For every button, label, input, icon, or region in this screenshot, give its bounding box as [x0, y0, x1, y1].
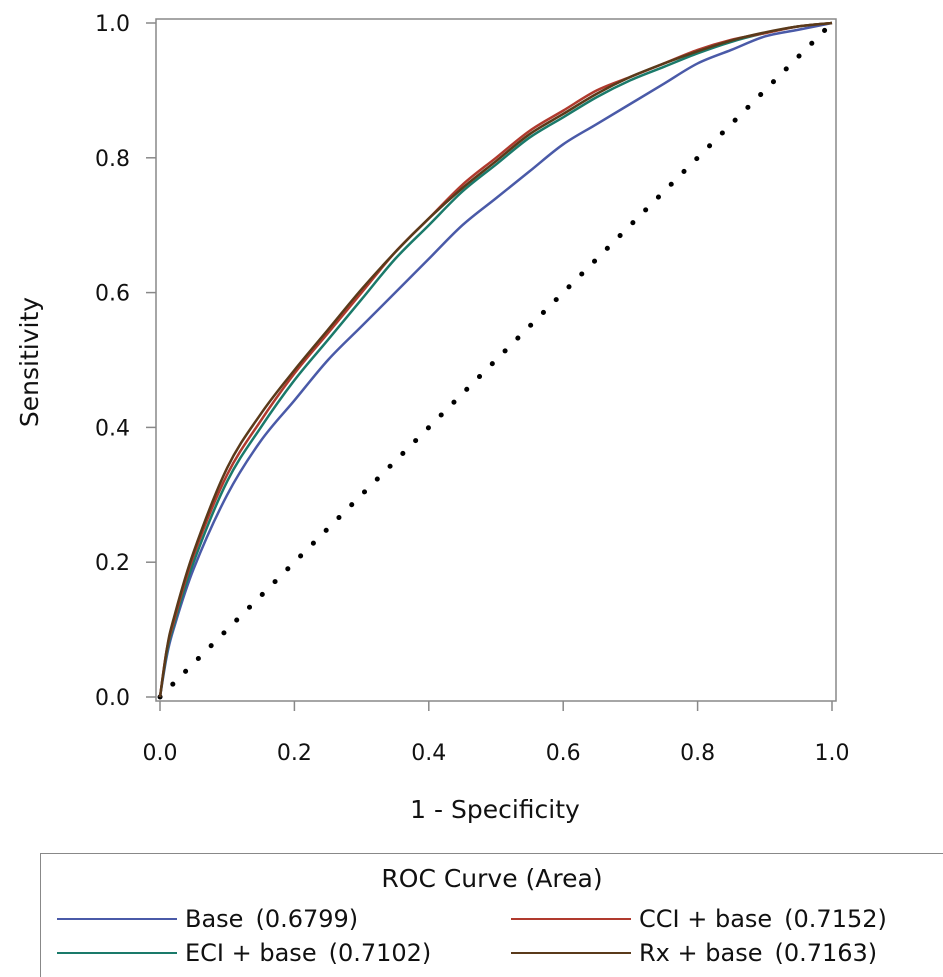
legend-area-base: (0.6799) — [255, 905, 359, 933]
legend-swatch-cci — [511, 918, 631, 920]
x-tick-label: 1.0 — [815, 741, 850, 766]
y-tick-label: 0.6 — [95, 282, 130, 307]
x-tick-label: 0.2 — [277, 741, 312, 766]
axes: 0.0 0.2 0.4 0.6 0.8 1.0 0.0 0.2 0.4 0.6 0.8 1.0 — [95, 12, 850, 766]
legend-label-rx: Rx + base — [639, 939, 763, 967]
legend-swatch-rx — [511, 952, 631, 954]
legend-label-eci: ECI + base — [185, 939, 317, 967]
y-tick-label: 0.4 — [95, 416, 130, 441]
y-tick-label: 0.0 — [95, 686, 130, 711]
legend-item-cci: CCI + base (0.7152) — [511, 904, 887, 934]
legend-item-base: Base (0.6799) — [57, 904, 358, 934]
y-tick-label: 0.8 — [95, 147, 130, 172]
legend-swatch-base — [57, 918, 177, 920]
x-tick-label: 0.8 — [680, 741, 715, 766]
legend-label-cci: CCI + base — [639, 905, 773, 933]
plot-frame — [155, 18, 837, 702]
legend-swatch-eci — [57, 952, 177, 954]
x-tick-label: 0.4 — [411, 741, 446, 766]
x-axis-title: 1 - Specificity — [410, 795, 580, 824]
plot-area — [157, 20, 835, 700]
x-tick-label: 0.0 — [143, 741, 178, 766]
y-tick-label: 0.2 — [95, 551, 130, 576]
legend-item-eci: ECI + base (0.7102) — [57, 938, 431, 968]
reference-diagonal — [157, 20, 835, 700]
roc-curve-eci-base — [158, 21, 833, 698]
x-tick-label: 0.6 — [546, 741, 581, 766]
roc-curve-rx-base — [158, 21, 833, 698]
roc-curve-base — [158, 21, 833, 698]
legend-area-cci: (0.7152) — [784, 905, 887, 933]
legend-label-base: Base — [185, 905, 244, 933]
legend-area-eci: (0.7102) — [328, 939, 432, 967]
legend-area-rx: (0.7163) — [774, 939, 878, 967]
roc-curve-cci-base — [158, 21, 833, 698]
y-tick-label: 1.0 — [95, 12, 130, 37]
y-axis-title: Sensitivity — [15, 297, 44, 427]
legend-title: ROC Curve (Area) — [381, 864, 603, 893]
legend-item-rx: Rx + base (0.7163) — [511, 938, 877, 968]
legend: ROC Curve (Area) Base (0.6799) ECI + bas… — [40, 853, 943, 977]
